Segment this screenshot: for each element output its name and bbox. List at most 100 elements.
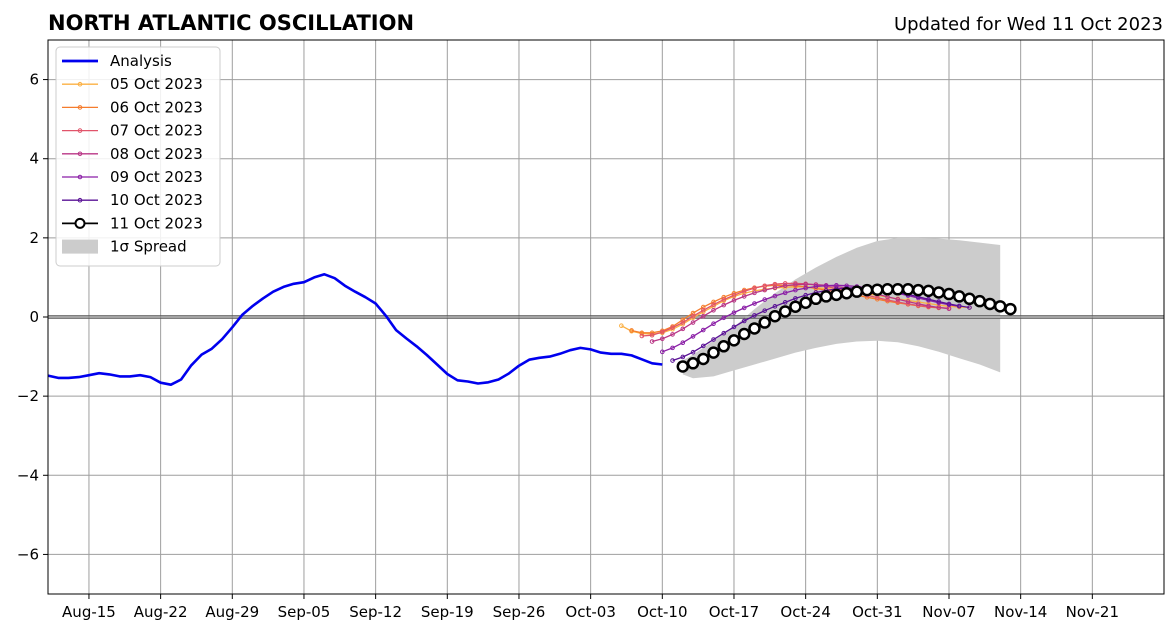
forecast-series (619, 281, 1017, 373)
forecast-point (737, 327, 751, 341)
forecast-point (1004, 302, 1017, 316)
forecast-point (711, 321, 716, 327)
forecast-point (670, 325, 675, 330)
y-axis-ticks: −6 −4 −2 0 2 4 6 (17, 71, 48, 563)
forecast-point (782, 300, 788, 305)
legend-marker (77, 81, 83, 87)
legend-marker (77, 197, 83, 203)
legend-label: 11 Oct 2023 (110, 214, 203, 232)
forecast-point (895, 299, 901, 305)
forecast-point (782, 290, 788, 296)
forecast-point (752, 290, 757, 296)
forecast-point (690, 334, 696, 339)
forecast-point (676, 360, 690, 373)
forecast-point (782, 283, 788, 289)
analysis-line (47, 272, 663, 387)
forecast-point (680, 340, 686, 346)
forecast-point (850, 285, 864, 298)
forecast-point (830, 288, 843, 302)
forecast-point (731, 292, 737, 298)
forecast-point (926, 296, 931, 302)
forecast-point (762, 287, 767, 293)
legend-marker (77, 105, 83, 110)
y-tick-label: 6 (29, 71, 39, 89)
legend-label: 07 Oct 2023 (110, 122, 203, 140)
forecast-point (686, 357, 700, 370)
forecast-point (670, 345, 675, 351)
forecast-point (690, 320, 696, 325)
forecast-point (660, 336, 665, 342)
forecast-point (680, 320, 686, 325)
forecast-point (700, 307, 706, 313)
x-tick-label: Aug-15 (62, 603, 116, 621)
x-tick-label: Sep-05 (278, 603, 331, 621)
legend-marker (77, 151, 83, 157)
y-tick-label: 0 (29, 308, 39, 326)
forecast-point (963, 292, 976, 306)
forecast-point (741, 288, 747, 294)
forecast-point (700, 343, 706, 349)
forecast-point (762, 297, 767, 302)
forecast-point (680, 326, 686, 332)
forecast-point (690, 349, 696, 355)
forecast-point (772, 304, 778, 309)
forecast-point (649, 332, 655, 338)
legend-label: Analysis (110, 52, 172, 70)
forecast-point (956, 303, 962, 309)
forecast-point (721, 315, 727, 321)
x-tick-label: Oct-03 (565, 603, 615, 621)
forecast-point (629, 328, 634, 333)
x-tick-label: Oct-31 (852, 603, 902, 621)
forecast-point (670, 332, 675, 337)
forecast-series-11-oct-2023 (676, 283, 1017, 373)
forecast-point (789, 300, 802, 313)
forecast-point (823, 283, 829, 289)
x-tick-label: Sep-12 (349, 603, 402, 621)
forecast-series-10-oct-2023 (670, 285, 972, 363)
legend-swatch (62, 239, 98, 254)
y-tick-label: 2 (29, 229, 39, 247)
forecast-point (711, 299, 716, 305)
forecast-point (936, 305, 942, 310)
forecast-point (905, 299, 911, 304)
forecast-point (721, 302, 727, 308)
forecast-point (942, 287, 956, 301)
forecast-point (772, 293, 778, 299)
forecast-point (680, 317, 686, 323)
legend-marker (74, 217, 86, 229)
forecast-line (621, 286, 970, 335)
forecast-point (697, 352, 710, 366)
forecast-point (752, 301, 757, 306)
forecast-point (741, 305, 747, 311)
forecast-point (813, 284, 819, 289)
forecast-point (993, 300, 1007, 313)
forecast-point (932, 286, 946, 299)
forecast-point (680, 354, 686, 360)
x-tick-label: Aug-22 (134, 603, 188, 621)
forecast-point (772, 285, 778, 291)
forecast-point (799, 296, 812, 310)
forecast-point (619, 323, 624, 329)
forecast-point (700, 313, 706, 319)
forecast-point (707, 346, 720, 359)
forecast-line (641, 282, 950, 337)
forecast-point (762, 308, 767, 313)
forecast-point (711, 302, 716, 308)
forecast-point (639, 333, 645, 339)
x-tick-label: Oct-10 (637, 603, 687, 621)
legend-marker (77, 128, 83, 133)
y-tick-label: −2 (17, 387, 39, 405)
y-tick-label: −4 (17, 466, 39, 484)
forecast-point (881, 283, 894, 296)
forecast-point (793, 282, 798, 287)
forecast-point (819, 290, 833, 303)
legend-box (55, 46, 221, 267)
forecast-point (670, 358, 675, 363)
legend-label: 06 Oct 2023 (110, 98, 203, 116)
forecast-point (748, 322, 761, 335)
forecast-point (741, 318, 747, 324)
legend-label: 10 Oct 2023 (110, 191, 203, 209)
chart-subtitle: Updated for Wed 11 Oct 2023 (894, 14, 1163, 35)
forecast-point (762, 283, 767, 289)
forecast-point (768, 309, 782, 323)
